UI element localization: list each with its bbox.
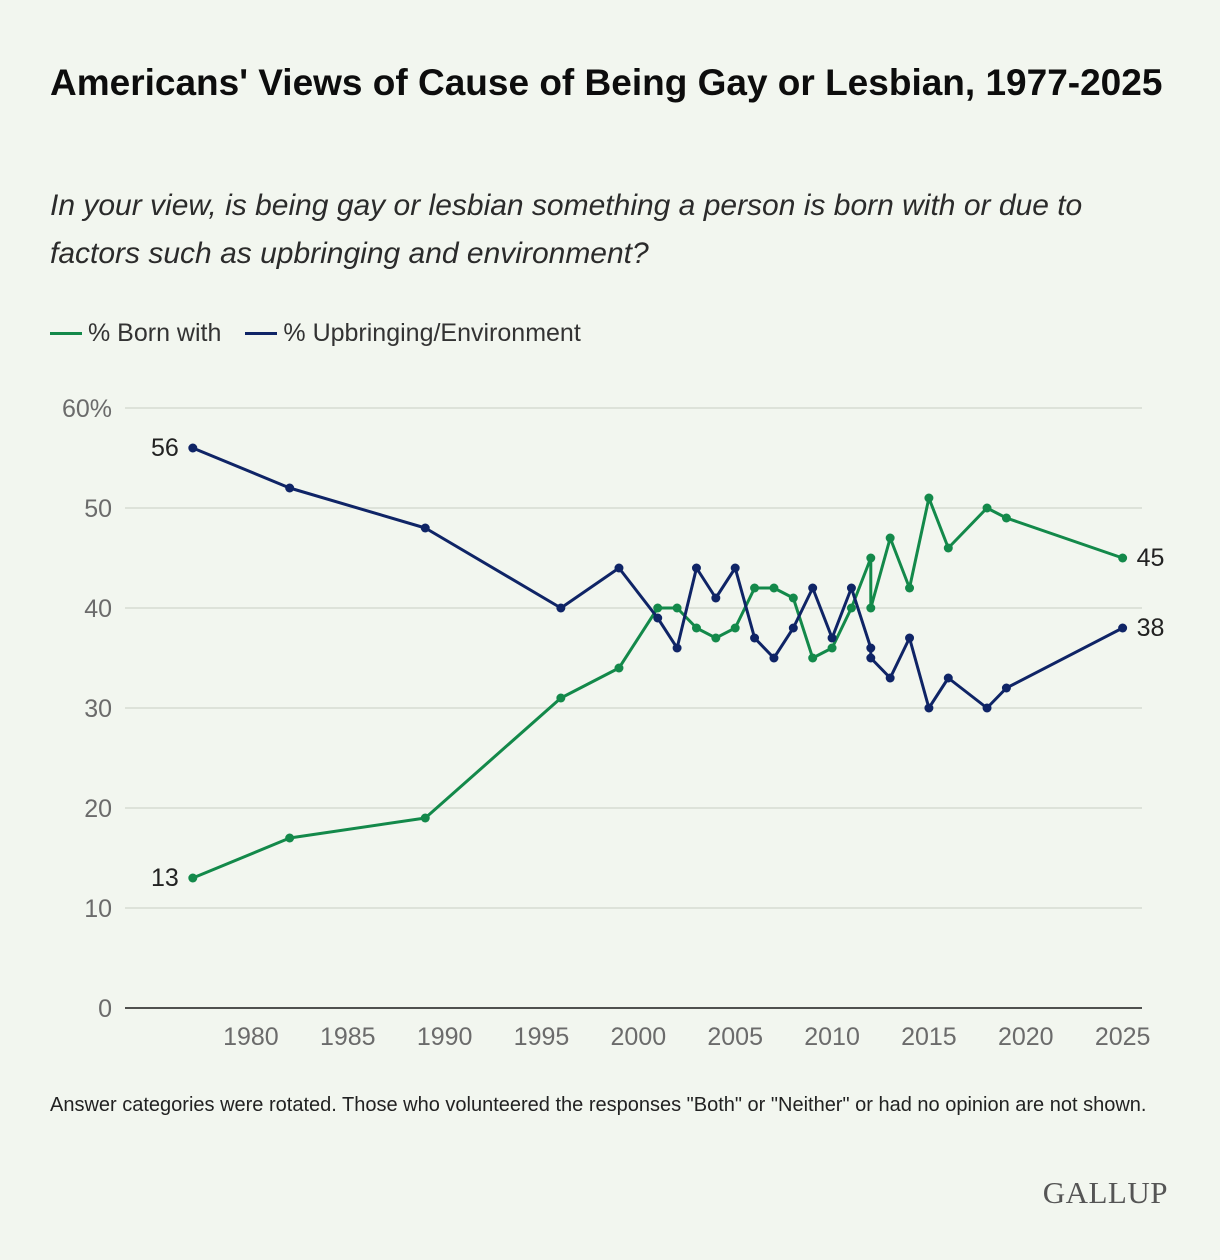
data-point: [982, 503, 992, 513]
data-point: [691, 623, 701, 633]
data-point: [750, 583, 760, 593]
data-point: [556, 693, 566, 703]
data-point: [285, 833, 295, 843]
data-point: [730, 623, 740, 633]
legend-label-upbringing: % Upbringing/Environment: [283, 318, 581, 347]
data-point: [285, 483, 295, 493]
data-point: [711, 593, 721, 603]
data-point: [808, 583, 818, 593]
line-chart: 0 10 20 30 40 50 60% 1980 1985 1990 1995 2000 2005 20…: [62, 395, 1164, 1051]
data-point: [885, 533, 895, 543]
gridlines: [125, 407, 1142, 909]
gallup-logo: GALLUP: [1042, 1175, 1168, 1210]
data-point: [672, 643, 682, 653]
data-point: [943, 543, 953, 553]
legend-item-upbringing: % Upbringing/Environment: [245, 318, 581, 348]
data-point: [885, 673, 895, 683]
y-tick-label: 0: [98, 995, 112, 1023]
data-point: [788, 593, 798, 603]
data-point: [788, 623, 798, 633]
data-point: [188, 443, 198, 453]
data-point: [1001, 683, 1011, 693]
series: [188, 443, 1128, 883]
y-tick-label: 30: [84, 695, 112, 723]
x-tick-label: 2010: [804, 1023, 860, 1051]
y-tick-label: 50: [84, 495, 112, 523]
data-point: [420, 523, 430, 533]
x-tick-label: 2015: [901, 1023, 957, 1051]
data-point: [943, 673, 953, 683]
series-line-0: [191, 496, 1125, 880]
data-point: [614, 663, 624, 673]
data-point: [866, 653, 876, 663]
y-tick-label: 60%: [62, 395, 112, 423]
axes: 0 10 20 30 40 50 60% 1980 1985 1990 1995 2000 2005 20…: [62, 395, 1150, 1051]
data-point: [711, 633, 721, 643]
data-point: [905, 633, 915, 643]
data-point: [1001, 513, 1011, 523]
data-point: [730, 563, 740, 573]
data-point: [866, 553, 876, 563]
legend-swatch-upbringing: [245, 331, 278, 335]
data-labels: 13 45 56 38: [151, 434, 1164, 892]
data-point: [827, 643, 837, 653]
data-point: [653, 603, 663, 613]
chart-subtitle: In your view, is being gay or lesbian so…: [50, 189, 1083, 270]
data-point: [769, 583, 779, 593]
data-point: [866, 603, 876, 613]
data-point: [982, 703, 992, 713]
y-tick-label: 40: [84, 595, 112, 623]
data-point: [556, 603, 566, 613]
data-point: [672, 603, 682, 613]
data-label: 38: [1137, 614, 1165, 642]
data-point: [1118, 623, 1128, 633]
x-tick-label: 1980: [223, 1023, 279, 1051]
data-point: [924, 493, 934, 503]
x-tick-label: 2005: [707, 1023, 763, 1051]
legend-item-born-with: % Born with: [50, 319, 221, 348]
data-label: 56: [151, 434, 179, 462]
data-point: [846, 603, 856, 613]
data-point: [750, 633, 760, 643]
x-tick-label: 2000: [611, 1023, 667, 1051]
data-point: [1118, 553, 1128, 563]
data-point: [866, 643, 876, 653]
x-tick-label: 1990: [417, 1023, 473, 1051]
data-point: [846, 583, 856, 593]
data-label: 13: [151, 864, 179, 892]
series-line-1: [191, 446, 1125, 710]
data-point: [827, 633, 837, 643]
data-point: [691, 563, 701, 573]
data-point: [769, 653, 779, 663]
chart-legend: % Born with % Upbringing/Environment: [50, 316, 605, 350]
y-tick-label: 10: [84, 895, 112, 923]
data-point: [614, 563, 624, 573]
data-point: [653, 613, 663, 623]
data-point: [808, 653, 818, 663]
footnote: Answer categories were rotated. Those wh…: [50, 1094, 1147, 1116]
x-tick-label: 1985: [320, 1023, 376, 1051]
legend-label-born-with: % Born with: [88, 318, 222, 347]
data-point: [924, 703, 934, 713]
x-tick-label: 2020: [998, 1023, 1054, 1051]
data-label: 45: [1137, 544, 1165, 572]
data-point: [188, 873, 198, 883]
y-tick-label: 20: [84, 795, 112, 823]
legend-swatch-born-with: [50, 331, 82, 335]
data-point: [420, 813, 430, 823]
x-tick-label: 2025: [1095, 1023, 1151, 1051]
x-tick-label: 1995: [514, 1023, 570, 1051]
data-point: [905, 583, 915, 593]
chart-title: Americans' Views of Cause of Being Gay o…: [50, 62, 1163, 103]
